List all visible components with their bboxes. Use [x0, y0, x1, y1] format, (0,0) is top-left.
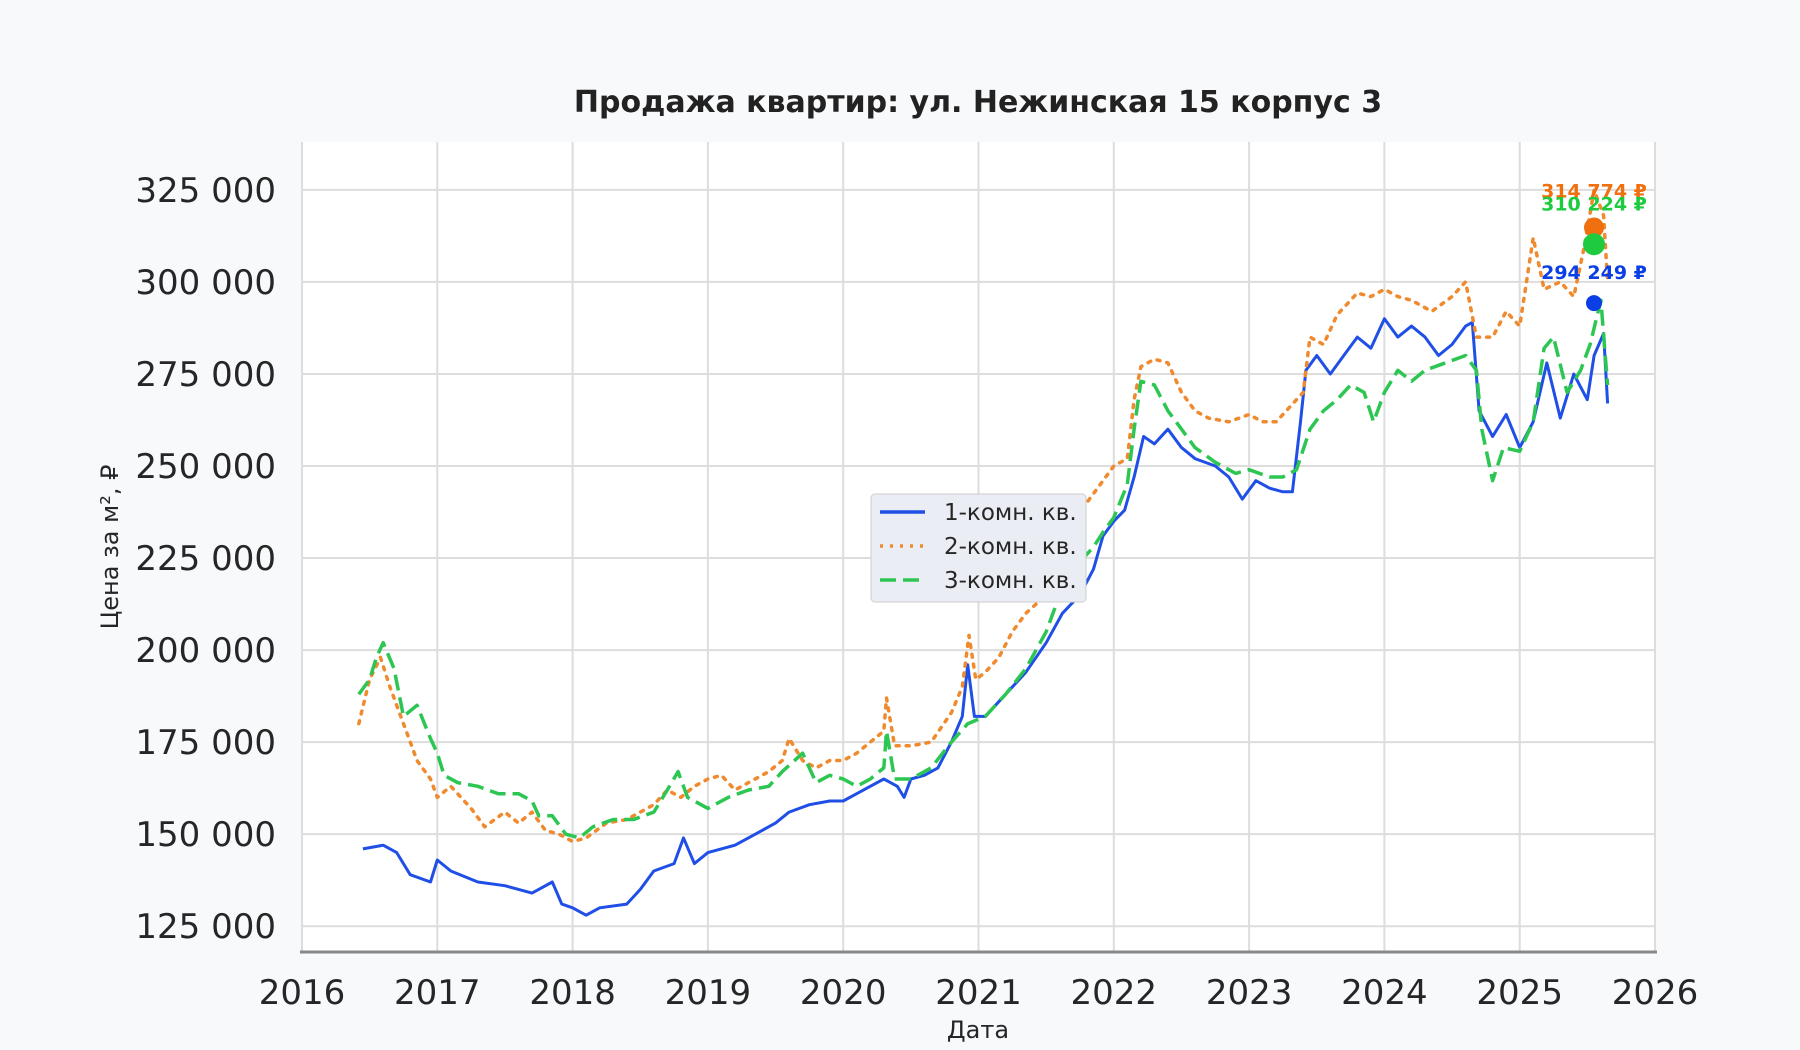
end-marker-3 — [1583, 233, 1605, 256]
x-tick-label: 2021 — [935, 973, 1022, 1013]
y-tick-label: 125 000 — [135, 907, 276, 947]
series-layer — [357, 188, 1610, 917]
x-tick-label: 2017 — [394, 973, 481, 1013]
end-marker-1 — [1586, 295, 1602, 312]
x-tick-label: 2022 — [1071, 973, 1158, 1013]
legend-label-1: 1-комн. кв. — [944, 500, 1077, 526]
y-tick-label: 275 000 — [135, 355, 276, 395]
series-line-1 — [362, 317, 1610, 917]
x-tick-label: 2018 — [529, 973, 616, 1013]
end-marker-2 — [1584, 217, 1604, 238]
series-line-2 — [357, 188, 1610, 844]
x-tick-label: 2025 — [1476, 973, 1563, 1013]
x-tick-label: 2020 — [800, 973, 887, 1013]
x-tick-label: 2016 — [259, 973, 346, 1013]
y-tick-label: 200 000 — [135, 631, 276, 671]
y-tick-labels: 125 000 150 000 175 000 200 000 225 000 250 0… — [135, 171, 276, 947]
end-value-label-1: 294 249 ₽ — [1541, 262, 1647, 284]
end-markers: 294 249 ₽ 314 774 ₽310 224 ₽ — [1541, 181, 1647, 312]
x-tick-label: 2026 — [1612, 973, 1699, 1013]
y-tick-label: 300 000 — [135, 263, 276, 303]
x-tick-labels: 2016 2017 2018 2019 2020 2021 2022 2023 2024 2025… — [259, 973, 1699, 1013]
legend-label-2: 2-комн. кв. — [944, 534, 1077, 560]
x-tick-label: 2024 — [1341, 973, 1428, 1013]
x-axis-label: Дата — [947, 1016, 1009, 1044]
y-axis-label: Цена за м², ₽ — [96, 465, 124, 630]
end-value-label-2: 314 774 ₽ — [1541, 181, 1647, 203]
x-tick-label: 2023 — [1206, 973, 1293, 1013]
y-tick-label: 150 000 — [135, 815, 276, 855]
y-tick-label: 225 000 — [135, 539, 276, 579]
legend-label-3: 3-комн. кв. — [944, 568, 1077, 594]
end-value-label-3: 310 224 ₽ — [1541, 193, 1647, 215]
y-tick-label: 175 000 — [135, 723, 276, 763]
legend-box — [870, 493, 1087, 603]
y-tick-label: 325 000 — [135, 171, 276, 211]
chart-title: Продажа квартир: ул. Нежинская 15 корпус… — [574, 85, 1382, 120]
y-tick-label: 250 000 — [135, 447, 276, 487]
legend: 1-комн. кв. 2-комн. кв. 3-комн. кв. — [870, 493, 1087, 603]
series-line-3 — [357, 298, 1610, 840]
x-tick-label: 2019 — [665, 973, 752, 1013]
